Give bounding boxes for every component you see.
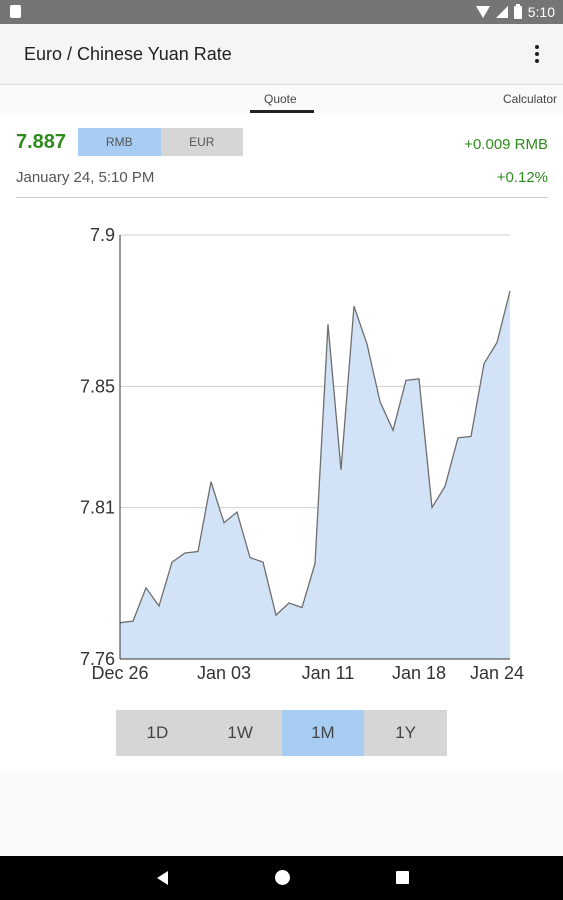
y-tick-label: 7.81	[80, 498, 115, 518]
cell-signal-icon	[495, 6, 508, 18]
change-absolute: +0.009 RMB	[464, 136, 548, 153]
home-icon[interactable]	[275, 870, 290, 885]
recents-icon[interactable]	[396, 871, 409, 884]
navigation-bar	[0, 856, 563, 900]
series-line	[119, 290, 511, 624]
tab-quote[interactable]: Quote	[264, 92, 297, 106]
rate-value: 7.887	[16, 131, 67, 153]
series-area	[120, 291, 510, 659]
range-1y-button[interactable]: 1Y	[364, 710, 447, 756]
currency-eur-button[interactable]: EUR	[160, 128, 243, 156]
tab-bar: Quote Calculator	[0, 84, 563, 114]
app-title: Euro / Chinese Yuan Rate	[24, 44, 232, 64]
currency-rmb-button[interactable]: RMB	[78, 128, 161, 156]
x-tick-label: Jan 18	[392, 663, 446, 683]
y-tick-label: 7.9	[90, 225, 115, 245]
quote-timestamp: January 24, 5:10 PM	[16, 169, 155, 186]
back-icon[interactable]	[157, 871, 168, 885]
more-vert-icon[interactable]	[529, 42, 545, 66]
x-tick-label: Dec 26	[91, 663, 148, 683]
range-1w-button[interactable]: 1W	[198, 710, 282, 756]
status-bar: 5:10	[0, 0, 563, 24]
divider	[16, 197, 548, 198]
x-tick-label: Jan 11	[302, 663, 355, 683]
range-toggle: 1D 1W 1M 1Y	[116, 710, 447, 756]
status-time: 5:10	[527, 4, 555, 20]
battery-icon	[513, 3, 522, 19]
y-tick-label: 7.76	[80, 649, 115, 669]
status-icons: 5:10	[475, 3, 555, 21]
app-bar: Euro / Chinese Yuan Rate	[0, 24, 563, 84]
y-tick-label: 7.85	[80, 376, 115, 396]
range-1m-button[interactable]: 1M	[281, 710, 365, 756]
x-tick-label: Jan 03	[197, 663, 251, 683]
change-percent: +0.12%	[496, 169, 548, 186]
sim-card-icon	[10, 5, 21, 18]
currency-toggle: RMB EUR	[78, 128, 243, 156]
tab-indicator	[250, 110, 314, 113]
wifi-icon	[475, 6, 490, 18]
tab-calculator[interactable]: Calculator	[503, 92, 558, 106]
quote-panel: 7.887 RMB EUR +0.009 RMB January 24, 5:1…	[0, 113, 563, 771]
x-tick-label: Jan 24	[470, 663, 524, 683]
range-1d-button[interactable]: 1D	[116, 710, 199, 756]
